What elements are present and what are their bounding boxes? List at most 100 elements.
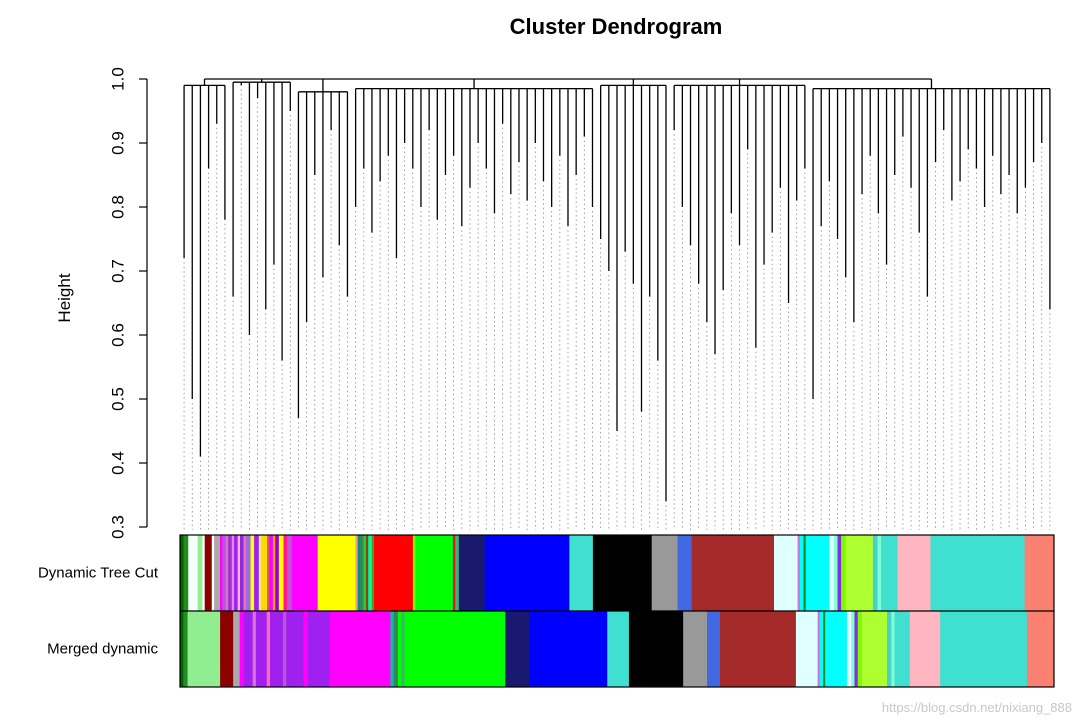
- module-color-segment: [245, 535, 251, 611]
- module-color-segment: [452, 535, 456, 611]
- dendrogram-tree: [183, 78, 1051, 502]
- module-color-segment: [250, 535, 255, 611]
- module-color-segment: [857, 611, 863, 687]
- module-color-segment: [569, 535, 594, 611]
- module-color-segment: [897, 535, 931, 611]
- module-color-segment: [243, 611, 254, 687]
- module-color-segment: [371, 535, 375, 611]
- module-color-segment: [862, 611, 888, 687]
- module-color-segment: [355, 535, 359, 611]
- module-color-segment: [283, 535, 288, 611]
- module-color-segment: [881, 535, 898, 611]
- module-color-segment: [239, 611, 245, 687]
- module-color-segment: [851, 611, 855, 687]
- module-color-segment: [188, 535, 199, 611]
- watermark-text: https://blog.csdn.net/nixiang_888: [882, 700, 1072, 715]
- module-color-segment: [628, 611, 684, 687]
- module-color-segment: [455, 535, 460, 611]
- module-color-segment: [877, 535, 882, 611]
- y-tick-label: 0.3: [109, 515, 128, 539]
- module-color-segment: [258, 535, 262, 611]
- module-color-segment: [278, 535, 284, 611]
- module-color-segment: [829, 535, 835, 611]
- module-color-segment: [834, 535, 838, 611]
- module-color-segment: [204, 535, 213, 611]
- module-color-segment: [237, 535, 241, 611]
- module-color-segment: [283, 611, 287, 687]
- module-color-segment: [529, 611, 608, 687]
- module-color-segment: [841, 535, 847, 611]
- module-color-segment: [707, 611, 721, 687]
- module-color-segment: [819, 611, 824, 687]
- leaf-guide-lines: [183, 89, 1051, 530]
- module-color-segment: [412, 535, 416, 611]
- module-color-segment: [255, 611, 268, 687]
- module-color-segment: [225, 535, 229, 611]
- module-color-segment: [390, 611, 395, 687]
- module-color-segment: [930, 535, 1025, 611]
- module-color-segment: [891, 611, 895, 687]
- module-color-segment: [887, 611, 892, 687]
- module-color-segment: [270, 611, 284, 687]
- module-color-segment: [275, 535, 280, 611]
- module-color-segment: [845, 535, 874, 611]
- module-color-segment: [357, 535, 361, 611]
- module-color-segment: [303, 611, 309, 687]
- module-color-segment: [872, 535, 878, 611]
- module-color-segment: [799, 535, 804, 611]
- module-color-segment: [607, 611, 630, 687]
- module-color-segment: [239, 535, 244, 611]
- module-color-segment: [817, 611, 821, 687]
- module-color-segment: [397, 611, 402, 687]
- module-color-segment: [243, 535, 247, 611]
- module-color-segment: [415, 535, 454, 611]
- module-color-segment: [805, 535, 830, 611]
- module-color-segment: [228, 535, 233, 611]
- color-row-label: Dynamic Tree Cut: [38, 565, 159, 582]
- module-color-segment: [222, 535, 227, 611]
- module-color-segment: [374, 535, 414, 611]
- module-color-segment: [677, 535, 693, 611]
- module-color-segment: [846, 611, 852, 687]
- module-color-segment: [261, 535, 268, 611]
- module-color-segment: [795, 611, 819, 687]
- chart-title: Cluster Dendrogram: [510, 14, 723, 39]
- module-color-segment: [254, 535, 260, 611]
- module-color-segment: [267, 535, 270, 611]
- y-tick-label: 0.5: [109, 387, 128, 411]
- module-color-segment: [220, 611, 234, 687]
- module-color-segment: [797, 535, 801, 611]
- module-color-segment: [683, 611, 708, 687]
- module-color-segment: [211, 535, 215, 611]
- module-color-segment: [183, 611, 188, 687]
- module-color-segment: [909, 611, 941, 687]
- color-row-label: Merged dynamic: [47, 641, 158, 658]
- module-color-segment: [233, 611, 241, 687]
- y-axis-label: Height: [55, 273, 74, 322]
- module-color-segment: [329, 611, 391, 687]
- module-color-segment: [365, 535, 369, 611]
- module-color-segment: [359, 535, 364, 611]
- module-color-segment: [286, 611, 305, 687]
- y-axis: 0.3 0.4 0.5 0.6 0.7 0.8 0.9 1.0: [109, 67, 148, 539]
- y-tick-label: 0.7: [109, 259, 128, 283]
- module-color-segment: [180, 535, 184, 611]
- module-color-segment: [720, 611, 797, 687]
- module-color-segment: [266, 611, 271, 687]
- module-color-segment: [1024, 535, 1055, 611]
- module-color-segment: [252, 611, 257, 687]
- module-color-segment: [183, 535, 189, 611]
- module-color-segment: [401, 611, 405, 687]
- module-color-segment: [197, 535, 203, 611]
- module-color-segment: [505, 611, 530, 687]
- module-color-segment: [894, 611, 911, 687]
- module-color-segment: [823, 611, 826, 687]
- module-color-segment: [854, 611, 859, 687]
- module-color-segment: [368, 535, 373, 611]
- module-color-segment: [484, 535, 570, 611]
- module-color-rows: Dynamic Tree Cut Merged dynamic: [38, 534, 1055, 688]
- module-color-segment: [231, 535, 235, 611]
- module-color-segment: [291, 535, 319, 611]
- module-color-segment: [404, 611, 506, 687]
